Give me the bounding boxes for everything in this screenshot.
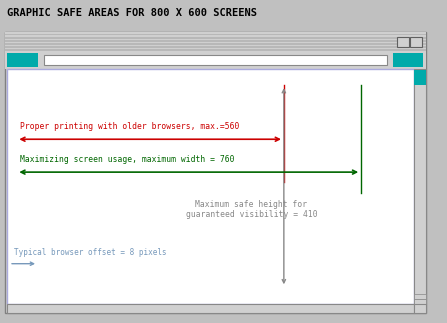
Text: GRAPHIC SAFE AREAS FOR 800 X 600 SCREENS: GRAPHIC SAFE AREAS FOR 800 X 600 SCREENS	[7, 8, 257, 18]
Bar	[5, 46, 426, 48]
Bar	[393, 53, 423, 67]
Bar	[414, 70, 426, 85]
Bar	[5, 37, 426, 38]
Bar	[414, 294, 426, 299]
Bar	[5, 40, 426, 42]
Bar	[44, 55, 387, 65]
Text: Maximizing screen usage, maximum width = 760: Maximizing screen usage, maximum width =…	[21, 155, 235, 164]
Bar	[5, 48, 426, 49]
Bar	[5, 32, 426, 51]
Bar	[5, 34, 426, 36]
Bar	[5, 45, 426, 46]
Bar	[8, 304, 414, 313]
Bar	[5, 49, 426, 51]
Bar	[410, 36, 422, 47]
Text: Typical browser offset = 8 pixels: Typical browser offset = 8 pixels	[13, 248, 166, 257]
Text: Maximum safe height for
guaranteed visibility = 410: Maximum safe height for guaranteed visib…	[186, 200, 317, 219]
Bar	[414, 69, 426, 304]
Bar	[5, 32, 426, 34]
Bar	[5, 51, 426, 69]
Bar	[8, 53, 38, 67]
Bar	[414, 304, 426, 313]
Bar	[5, 38, 426, 40]
Bar	[397, 36, 409, 47]
Text: Proper printing with older browsers, max.=560: Proper printing with older browsers, max…	[21, 122, 240, 131]
Bar	[414, 299, 426, 304]
Bar	[5, 42, 426, 43]
Bar	[5, 36, 426, 37]
Bar	[8, 69, 414, 304]
Bar	[5, 32, 426, 313]
Bar	[5, 43, 426, 45]
